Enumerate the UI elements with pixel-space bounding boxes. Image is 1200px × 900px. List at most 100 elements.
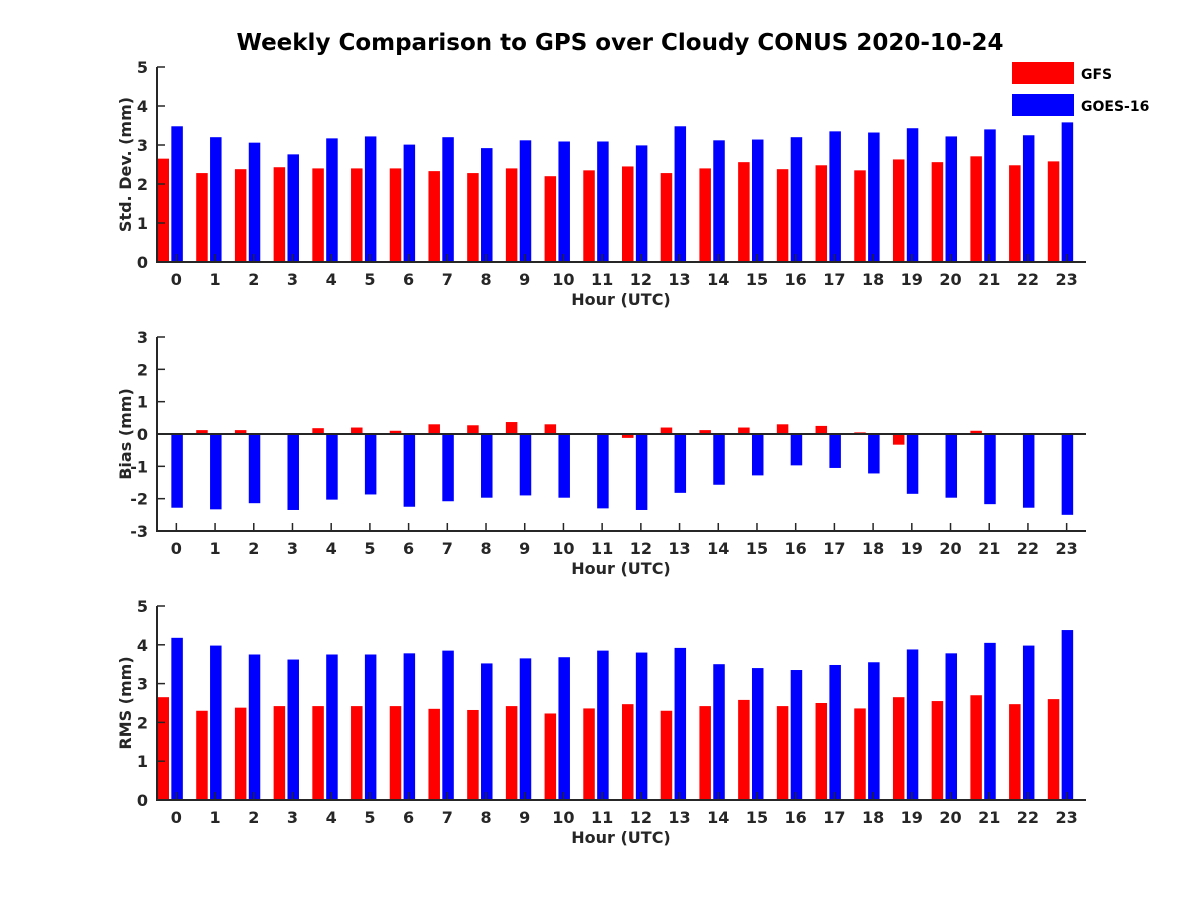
x-tick-label: 17 — [823, 808, 845, 827]
bar-goes16-3 — [287, 659, 299, 800]
x-tick-label: 19 — [901, 539, 923, 558]
bar-goes16-8 — [481, 434, 493, 498]
x-tick-label: 8 — [480, 270, 491, 289]
bar-goes16-12 — [635, 652, 648, 800]
x-tick-label: 3 — [287, 808, 298, 827]
x-tick-label: 18 — [862, 808, 884, 827]
bar-goes16-17 — [829, 664, 841, 800]
y-tick-label: 2 — [137, 713, 148, 732]
bar-gfs-6 — [389, 706, 402, 800]
bar-goes16-13 — [674, 647, 687, 800]
bar-gfs-3 — [273, 706, 286, 800]
bar-gfs-5 — [351, 706, 363, 800]
legend-swatch-gfs — [1012, 62, 1074, 84]
x-tick-label: 2 — [248, 539, 259, 558]
bar-goes16-6 — [403, 653, 416, 800]
bar-goes16-1 — [210, 645, 222, 800]
x-tick-label: 22 — [1017, 270, 1039, 289]
x-tick-label: 8 — [480, 808, 491, 827]
x-tick-label: 7 — [442, 808, 453, 827]
x-tick-label: 14 — [707, 539, 729, 558]
x-tick-label: 5 — [364, 539, 375, 558]
bar-goes16-23 — [1061, 630, 1074, 800]
bar-gfs-7 — [428, 424, 440, 434]
bar-goes16-4 — [326, 434, 338, 500]
bar-gfs-14 — [699, 168, 711, 262]
bar-gfs-16 — [776, 169, 789, 262]
y-tick-label: 4 — [137, 636, 148, 655]
bar-gfs-4 — [312, 706, 324, 800]
bar-gfs-3 — [273, 167, 286, 262]
bar-goes16-16 — [790, 137, 803, 262]
x-tick-label: 7 — [442, 539, 453, 558]
bar-gfs-7 — [428, 708, 440, 800]
bar-goes16-11 — [597, 434, 609, 509]
y-axis-label: Bias (mm) — [116, 388, 135, 480]
x-tick-label: 3 — [287, 539, 298, 558]
bar-gfs-18 — [854, 708, 866, 800]
bar-gfs-13 — [660, 173, 673, 262]
bar-gfs-22 — [1009, 704, 1021, 800]
bar-goes16-3 — [287, 434, 299, 510]
bar-gfs-16 — [776, 706, 789, 800]
bar-gfs-19 — [892, 434, 905, 445]
bar-gfs-2 — [234, 169, 247, 262]
bar-gfs-18 — [854, 170, 866, 262]
y-tick-label: 5 — [137, 58, 148, 77]
x-tick-label: 11 — [591, 270, 613, 289]
bar-gfs-17 — [815, 165, 828, 262]
x-tick-label: 6 — [403, 539, 414, 558]
x-axis-label: Hour (UTC) — [571, 290, 671, 309]
bar-gfs-16 — [776, 424, 789, 434]
bar-goes16-11 — [597, 141, 609, 262]
x-tick-label: 19 — [901, 808, 923, 827]
x-tick-label: 19 — [901, 270, 923, 289]
x-tick-label: 17 — [823, 270, 845, 289]
bar-gfs-12 — [622, 704, 634, 800]
bar-goes16-19 — [906, 649, 919, 800]
bar-goes16-10 — [558, 141, 570, 262]
x-tick-label: 11 — [591, 808, 613, 827]
y-tick-label: -2 — [130, 490, 148, 509]
bar-gfs-20 — [931, 701, 944, 800]
bar-goes16-14 — [713, 140, 725, 262]
x-tick-label: 2 — [248, 808, 259, 827]
x-tick-label: 15 — [746, 539, 768, 558]
legend-swatch-goes16 — [1012, 94, 1074, 116]
bar-goes16-14 — [713, 434, 725, 485]
x-tick-label: 1 — [209, 539, 220, 558]
bar-goes16-15 — [751, 434, 764, 476]
bar-gfs-20 — [931, 162, 944, 262]
bar-goes16-10 — [558, 434, 570, 498]
x-tick-label: 0 — [171, 539, 182, 558]
bar-gfs-22 — [1009, 165, 1021, 262]
bar-goes16-11 — [597, 650, 609, 800]
x-tick-label: 2 — [248, 270, 259, 289]
bar-gfs-13 — [660, 427, 673, 434]
bar-goes16-13 — [674, 126, 687, 262]
x-tick-label: 17 — [823, 539, 845, 558]
y-tick-label: 3 — [137, 136, 148, 155]
y-tick-label: 0 — [137, 791, 148, 810]
bar-gfs-0 — [157, 158, 169, 262]
x-tick-label: 15 — [746, 270, 768, 289]
x-tick-label: 13 — [668, 539, 690, 558]
bar-gfs-2 — [234, 430, 247, 434]
bar-gfs-17 — [815, 425, 828, 434]
bar-gfs-8 — [467, 425, 479, 434]
bar-goes16-1 — [210, 137, 222, 262]
bar-goes16-8 — [481, 148, 493, 262]
bar-goes16-21 — [984, 434, 996, 505]
bar-goes16-20 — [945, 653, 958, 800]
x-tick-label: 10 — [552, 539, 574, 558]
x-tick-label: 16 — [785, 808, 807, 827]
x-tick-label: 10 — [552, 270, 574, 289]
y-tick-label: 4 — [137, 97, 148, 116]
x-tick-label: 20 — [939, 539, 961, 558]
bar-gfs-9 — [505, 168, 518, 262]
bar-goes16-18 — [868, 662, 880, 800]
bar-gfs-12 — [622, 434, 634, 438]
bar-goes16-21 — [984, 642, 996, 800]
